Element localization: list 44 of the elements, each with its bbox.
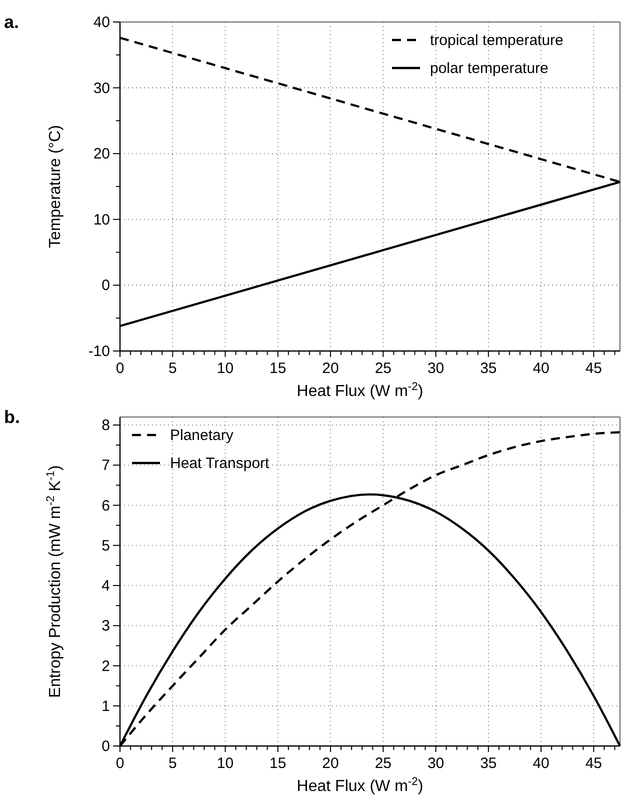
y-tick-label: 5 xyxy=(102,537,110,554)
x-axis-title: Heat Flux (W m$^{-2}$) xyxy=(296,381,424,400)
y-tick-label: 1 xyxy=(102,698,110,715)
y-tick-label: 2 xyxy=(102,658,110,675)
chart-title: b. xyxy=(4,407,20,427)
x-tick-label: 35 xyxy=(480,360,497,377)
legend-label: polar temperature xyxy=(430,60,548,77)
x-tick-label: 25 xyxy=(374,755,392,772)
legend-label: Heat Transport xyxy=(170,455,270,472)
x-tick-label: 5 xyxy=(168,360,177,377)
x-tick-label: 0 xyxy=(116,360,124,377)
y-tick-label: 7 xyxy=(102,457,110,474)
y-tick-label: 8 xyxy=(102,417,110,434)
x-tick-label: 40 xyxy=(532,360,550,377)
x-tick-label: 30 xyxy=(427,360,444,377)
y-tick-label: -10 xyxy=(88,343,110,360)
x-tick-label: 20 xyxy=(322,755,339,772)
y-tick-label: 4 xyxy=(102,578,110,595)
x-tick-label: 30 xyxy=(427,755,444,772)
y-tick-label: 10 xyxy=(93,211,110,228)
x-tick-label: 15 xyxy=(270,360,286,377)
chart-title: a. xyxy=(4,12,20,32)
x-tick-label: 45 xyxy=(585,755,602,772)
y-tick-label: 0 xyxy=(102,277,110,294)
y-tick-label: 40 xyxy=(93,14,110,31)
x-tick-label: 45 xyxy=(585,360,602,377)
x-tick-label: 35 xyxy=(480,755,497,772)
legend-label: tropical temperature xyxy=(430,32,564,49)
x-tick-label: 10 xyxy=(216,755,234,772)
y-tick-label: 20 xyxy=(93,146,110,163)
x-tick-label: 25 xyxy=(374,360,392,377)
x-tick-label: 20 xyxy=(322,360,339,377)
x-tick-label: 5 xyxy=(168,755,177,772)
y-tick-label: 3 xyxy=(102,618,110,635)
y-tick-label: 6 xyxy=(102,497,110,514)
x-tick-label: 40 xyxy=(532,755,550,772)
x-tick-label: 0 xyxy=(116,755,124,772)
x-tick-label: 10 xyxy=(216,360,234,377)
legend-label: Planetary xyxy=(170,427,234,444)
y-tick-label: 0 xyxy=(102,738,110,755)
x-tick-label: 15 xyxy=(270,755,286,772)
y-tick-label: 30 xyxy=(93,80,110,97)
x-axis-title: Heat Flux (W m$^{-2}$) xyxy=(296,776,424,795)
y-axis-title: Temperature (°C) xyxy=(47,125,64,248)
